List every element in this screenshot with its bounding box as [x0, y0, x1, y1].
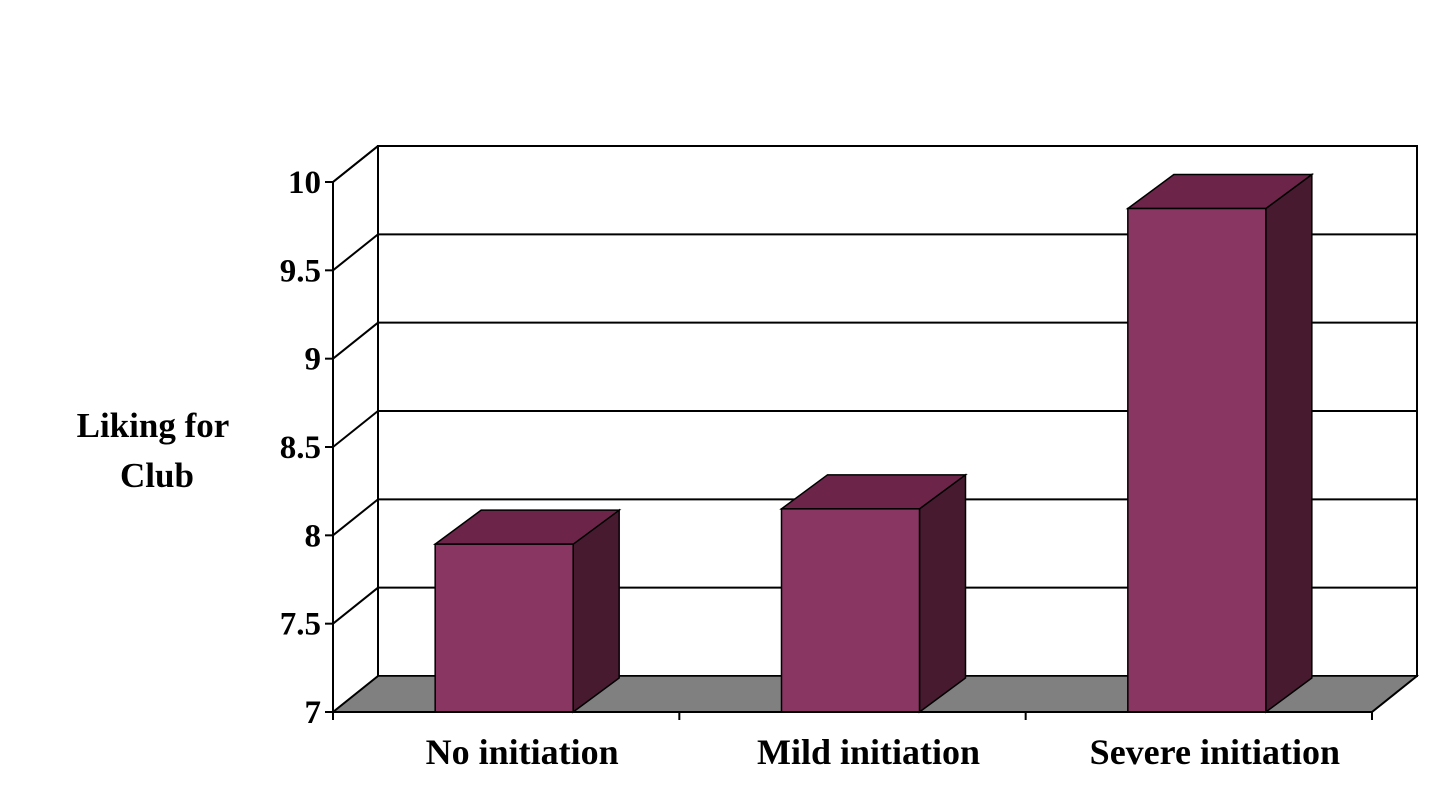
y-axis-label: Liking for Club [77, 406, 238, 495]
y-tick-label: 9.5 [280, 253, 321, 289]
bar-side [1265, 173, 1313, 714]
side-wall-bottom-edge [332, 675, 379, 713]
x-tick-labels: No initiation Mild initiation Severe initi… [426, 732, 1340, 772]
gridline [332, 233, 1417, 272]
gridline [332, 410, 1417, 448]
y-tick-labels: 7 7.5 8 8.5 9 9.5 10 [280, 165, 321, 731]
side-wall-top-edge [332, 145, 379, 183]
bar [1127, 207, 1267, 713]
y-tick-label: 8.5 [280, 430, 321, 466]
gridline [332, 321, 1417, 360]
x-tick-label: Severe initiation [1090, 732, 1340, 772]
y-tick-label: 7 [305, 695, 322, 731]
bars [432, 173, 1315, 714]
x-tick-label: Mild initiation [757, 732, 980, 772]
bar-side [918, 473, 967, 714]
y-tick-label: 10 [288, 165, 321, 201]
y-tick-label: 9 [305, 342, 322, 378]
y-tick-label: 7.5 [280, 607, 321, 643]
x-tick-label: No initiation [426, 732, 619, 772]
axes [325, 145, 1418, 720]
gridline [332, 586, 1417, 625]
gridline [332, 498, 1417, 537]
y-tick-label: 8 [305, 518, 322, 554]
y-axis-label-line-2: Club [120, 456, 194, 495]
y-axis-label-line-1: Liking for [77, 406, 229, 445]
bar [434, 543, 574, 713]
bar-side [572, 508, 620, 714]
floor-right-edge [1371, 675, 1418, 713]
bar [780, 508, 921, 713]
